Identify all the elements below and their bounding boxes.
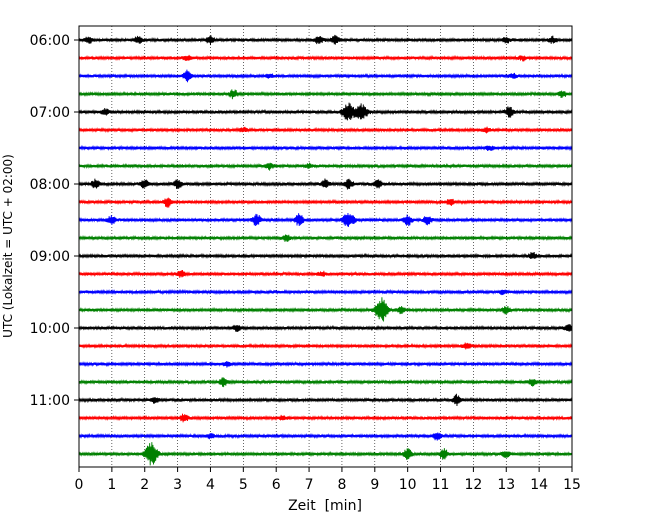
trace-row-8: [78, 178, 573, 190]
y-tick-label-3: 09:00: [30, 249, 70, 265]
x-tick-label-8: 8: [337, 477, 346, 493]
x-axis-label: Zeit [min]: [288, 498, 362, 514]
trace-row-13: [78, 269, 573, 278]
trace-row-18: [78, 360, 573, 368]
x-tick-label-12: 12: [464, 477, 482, 493]
trace-row-16: [78, 324, 573, 332]
x-tick-label-0: 0: [75, 477, 84, 493]
trace-row-21: [78, 413, 573, 423]
x-tick-label-10: 10: [399, 477, 417, 493]
trace-row-12: [78, 252, 573, 260]
x-tick-label-13: 13: [497, 477, 515, 493]
trace-row-10: [78, 213, 573, 227]
x-tick-label-11: 11: [432, 477, 450, 493]
trace-row-22: [78, 432, 573, 441]
y-axis-label: UTC (Lokalzeit = UTC + 02:00): [1, 154, 15, 338]
x-tick-label-14: 14: [530, 477, 548, 493]
x-axis: 0 1 2 3 4 5 6 7 8 9 10 11 12 13 14 15: [75, 467, 581, 493]
x-tick-label-1: 1: [107, 477, 116, 493]
trace-row-11: [78, 234, 573, 242]
x-tick-label-15: 15: [563, 477, 581, 493]
x-tick-label-3: 3: [173, 477, 182, 493]
x-tick-label-9: 9: [370, 477, 379, 493]
y-axis: 06:00 07:00 08:00 09:00 10:00 11:00: [30, 33, 79, 409]
trace-row-15: [78, 297, 573, 322]
trace-row-7: [78, 162, 573, 171]
trace-row-20: [78, 393, 573, 406]
x-tick-label-4: 4: [206, 477, 215, 493]
trace-row-23: [78, 442, 573, 466]
trace-row-4: [78, 102, 573, 121]
trace-row-5: [78, 126, 573, 134]
x-tick-label-5: 5: [239, 477, 248, 493]
seismogram-traces: [78, 34, 573, 466]
y-tick-label-1: 07:00: [30, 105, 70, 121]
x-tick-label-6: 6: [272, 477, 281, 493]
y-tick-label-5: 11:00: [30, 393, 70, 409]
trace-row-0: [78, 34, 573, 46]
x-tick-label-7: 7: [305, 477, 314, 493]
trace-row-3: [78, 89, 573, 100]
y-tick-label-2: 08:00: [30, 177, 70, 193]
trace-row-1: [78, 54, 573, 62]
trace-row-19: [78, 377, 573, 388]
trace-row-6: [78, 144, 573, 152]
plot-frame: [78, 25, 573, 468]
x-tick-label-2: 2: [140, 477, 149, 493]
y-tick-label-0: 06:00: [30, 33, 70, 49]
trace-row-2: [78, 69, 573, 83]
trace-row-9: [78, 197, 573, 208]
trace-row-14: [78, 288, 573, 296]
trace-row-17: [78, 342, 573, 350]
y-tick-label-4: 10:00: [30, 321, 70, 337]
